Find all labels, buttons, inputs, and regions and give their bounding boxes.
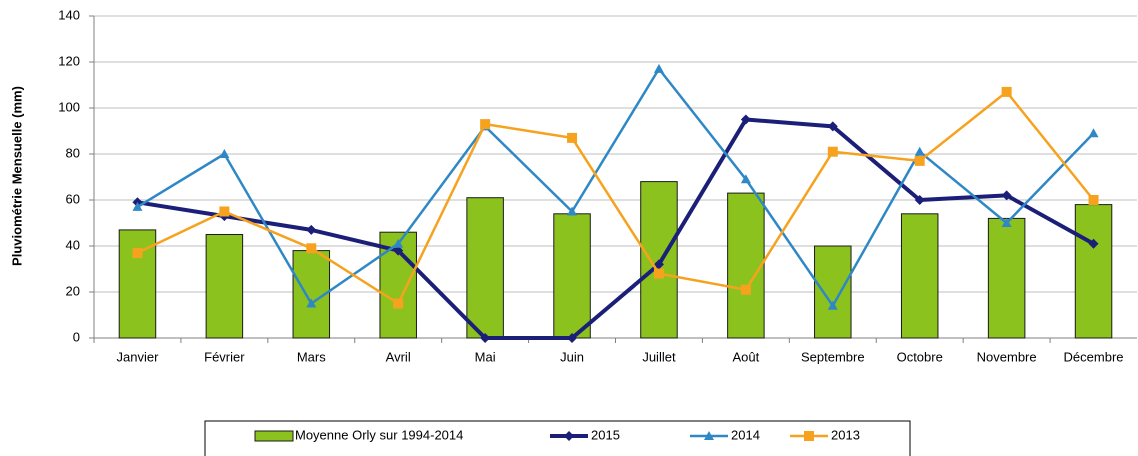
y-axis-label: Pluviométrie Mensuelle (mm): [9, 86, 24, 266]
bar: [1074, 204, 1113, 339]
point: [740, 174, 751, 184]
point: [653, 259, 664, 270]
x-tick-label: Novembre: [977, 349, 1037, 364]
x-tick-label: Août: [733, 349, 760, 364]
point: [1088, 128, 1099, 138]
legend-label: Moyenne Orly sur 1994-2014: [295, 427, 463, 442]
legend-swatch: [254, 430, 294, 442]
point: [740, 114, 751, 125]
point: [219, 206, 230, 217]
bar: [814, 245, 852, 339]
legend-label: 2013: [831, 427, 860, 442]
point: [306, 298, 317, 308]
point: [306, 224, 317, 235]
y-tick-label: 120: [58, 53, 80, 68]
point: [827, 146, 838, 157]
point: [914, 195, 925, 205]
bar: [900, 213, 939, 339]
legend-box: [204, 420, 911, 456]
point: [132, 201, 143, 211]
y-tick-label: 0: [73, 329, 80, 344]
legend-marker: [804, 431, 814, 441]
x-tick-label: Septembre: [801, 349, 865, 364]
x-tick-label: Février: [204, 349, 245, 364]
legend-label: 2014: [731, 427, 760, 442]
point: [1088, 195, 1099, 205]
point: [306, 243, 317, 254]
point: [480, 119, 491, 130]
point: [567, 206, 578, 216]
point: [1088, 238, 1099, 249]
point: [567, 333, 578, 343]
point: [393, 298, 404, 309]
x-tick-label: Avril: [386, 349, 411, 364]
bar: [466, 197, 504, 339]
y-tick-label: 40: [66, 237, 80, 252]
legend-marker: [704, 431, 714, 440]
point: [393, 245, 404, 256]
line: [137, 117, 1095, 340]
y-tick-label: 20: [66, 283, 80, 298]
bar: [205, 234, 244, 339]
y-tick-label: 100: [58, 99, 80, 114]
point: [914, 155, 925, 166]
line: [136, 90, 1095, 305]
line: [136, 67, 1095, 308]
x-tick-label: Mars: [297, 349, 326, 364]
x-tick-label: Juin: [560, 349, 584, 364]
x-tick-label: Janvier: [116, 349, 159, 364]
point: [653, 63, 664, 73]
point: [1001, 86, 1012, 97]
point: [1001, 190, 1012, 201]
point: [132, 247, 143, 258]
x-tick-label: Décembre: [1064, 349, 1124, 364]
bar: [553, 213, 591, 339]
legend-marker: [564, 431, 574, 441]
point: [219, 149, 230, 158]
legend-label: 2015: [591, 427, 620, 442]
point: [567, 132, 578, 143]
point: [827, 300, 838, 310]
x-tick-label: Juillet: [642, 349, 676, 364]
y-tick-label: 140: [58, 7, 80, 22]
x-tick-label: Octobre: [897, 349, 943, 364]
x-tick-label: Mai: [475, 349, 496, 364]
point: [740, 284, 751, 295]
point: [914, 146, 925, 156]
bar: [727, 192, 765, 339]
point: [480, 333, 491, 343]
point: [1001, 218, 1012, 227]
point: [653, 268, 664, 279]
point: [827, 121, 838, 132]
point: [393, 238, 404, 248]
y-tick-label: 80: [66, 145, 80, 160]
y-tick-label: 60: [66, 191, 80, 206]
bar: [987, 217, 1026, 339]
